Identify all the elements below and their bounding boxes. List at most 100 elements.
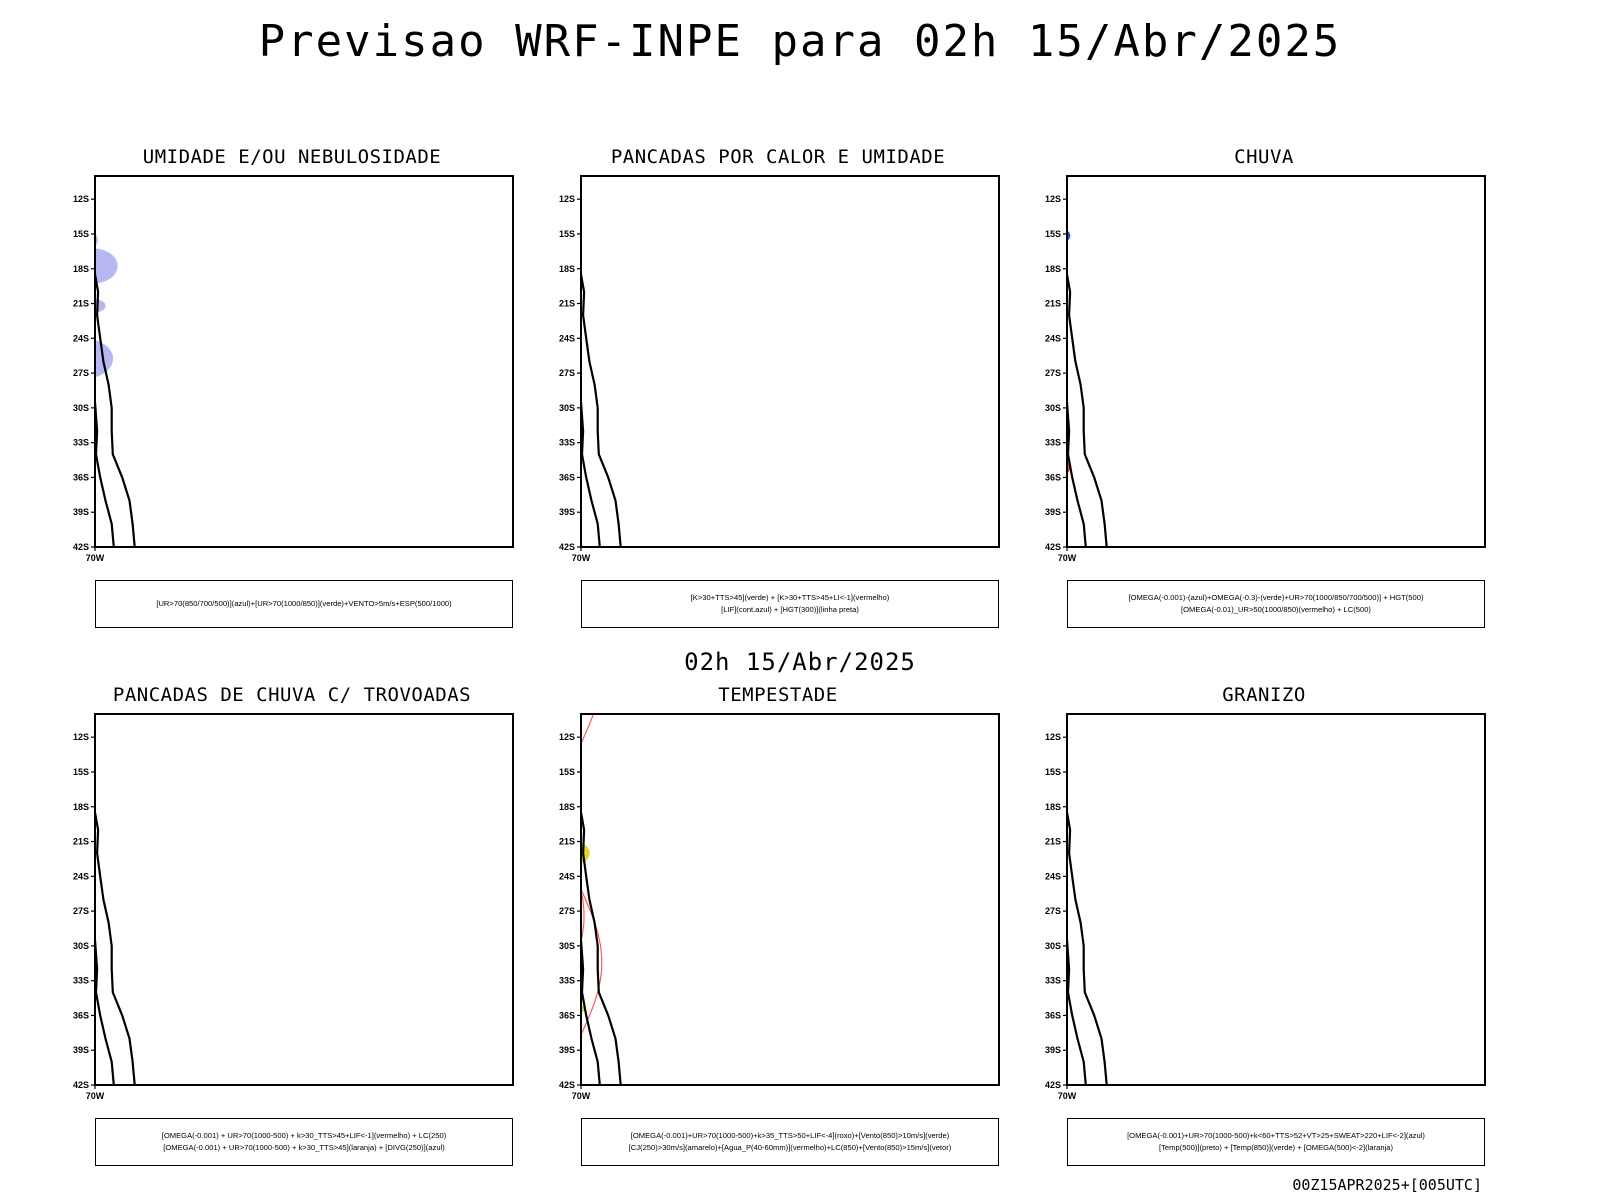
field-blob [52,745,86,759]
wind-vector [549,970,556,975]
field-blob [95,248,118,284]
country-border [1024,714,1030,728]
lat-tick-label: 21S [1045,837,1061,847]
lat-tick-label: 12S [1045,732,1061,742]
map-umidade: 1012101210161012101610161016102010125765… [52,175,514,563]
streamline [95,748,96,750]
wind-vector-head [559,1040,563,1044]
map-frame [580,713,1000,1086]
contour-label: 9360 [552,383,569,392]
legend-line-2: [LIF](cont.azul) + [HGT(300)](linha pret… [721,605,859,614]
lat-tick-label: 39S [559,507,575,517]
streamline-850 [581,888,585,944]
map-frame [580,175,1000,548]
wind-vector [538,1040,539,1047]
wind-vector-head [538,1044,539,1048]
lat-tick-label: 39S [73,507,89,517]
pressure-isobar [95,222,96,224]
wind-vector-head [538,1060,540,1064]
country-border [538,714,544,728]
field-blob [1040,484,1050,490]
field-blob [1033,245,1048,259]
field-blob [56,995,68,1003]
field-blob [538,221,547,265]
coastline-west [1067,274,1108,547]
lat-tick-label: 18S [559,802,575,812]
lon-tick-label: 70W [572,553,591,563]
field-blob [1025,467,1032,471]
lat-tick-label: 36S [73,1010,89,1020]
map-content: 585582579576573570567564561558 [1024,176,1108,547]
legend-line-1: [K>30+TTS>45](verde) + [K>30+TTS>45+LI<-… [690,593,890,602]
main-title: Previsao WRF-INPE para 02h 15/Abr/2025 [258,16,1342,67]
lon-tick-label: 70W [86,1091,105,1101]
wind-vector [545,1055,552,1061]
wind-vector-head [1047,448,1051,452]
field-blob [553,916,579,930]
field-blob [1024,272,1039,283]
lat-tick-label: 15S [1045,229,1061,239]
lat-tick-label: 30S [559,941,575,951]
country-border [52,176,58,190]
model-run-stamp: 00Z15APR2025+[005UTC] [1292,1176,1482,1194]
field-blob [58,876,66,880]
map-frame [94,713,514,1086]
lat-tick-label: 24S [559,333,575,343]
field-blob [1031,345,1053,364]
country-border [1024,176,1030,190]
panel-chuva: CHUVA 58558257957657357056756456155812S 1… [1024,146,1504,646]
hgt500-contour [1024,292,1067,327]
lat-tick-label: 42S [73,542,89,552]
field-blob [55,777,83,795]
map-content [538,714,622,1085]
lat-tick-label: 42S [559,542,575,552]
panel-title: PANCADAS POR CALOR E UMIDADE [610,146,946,168]
map-content [52,745,136,1085]
legend-pancadas-calor: [K>30+TTS>45](verde) + [K>30+TTS>45+LI<-… [581,580,999,628]
field-blob [52,259,73,278]
hgt500-contour [1067,465,1068,467]
lat-tick-label: 33S [1045,438,1061,448]
wind-vector [557,1036,562,1044]
lat-tick-label: 24S [1045,333,1061,343]
lat-tick-label: 12S [559,732,575,742]
field-blob [1038,523,1045,529]
wind-vector-head [552,971,556,975]
field-blob [52,311,68,326]
lat-tick-label: 33S [73,976,89,986]
lat-tick-label: 21S [559,837,575,847]
map-chuva: 58558257957657357056756456155812S 15S 18S 2… [1024,175,1486,563]
field-blob [1025,943,1032,949]
panel-title: CHUVA [1234,146,1294,168]
lon-tick-label: 65W [1024,553,1025,563]
field-blob [52,862,56,867]
panel-pancadas-calor: PANCADAS POR CALOR E UMIDADE 96009520944… [538,146,1018,646]
map-pancadas-calor: 9600952094409360928092009600952094409360… [538,175,1000,563]
lat-tick-label: 42S [1045,542,1061,552]
lat-tick-label: 36S [73,472,89,482]
lat-tick-label: 18S [559,264,575,274]
field-blob [554,1021,569,1036]
lat-tick-label: 21S [73,299,89,309]
legend-line-1: [UR>70(850/700/500)](azul)+[UR>70(1000/8… [156,599,452,608]
lat-tick-label: 12S [73,194,89,204]
lon-tick-label: 70W [86,553,105,563]
field-blob [1034,406,1044,412]
lat-tick-label: 33S [559,976,575,986]
map-frame [1066,713,1486,1086]
lon-tick-label: 65W [52,1091,53,1101]
lat-tick-label: 27S [73,368,89,378]
coastline-west [95,812,136,1085]
lat-tick-label: 33S [1045,976,1061,986]
lat-tick-label: 15S [73,767,89,777]
field-blob [1024,399,1034,407]
field-blob [538,1018,545,1025]
lon-tick-label: 70W [1058,553,1077,563]
wind-vector [546,992,553,998]
humidity-contour [95,254,96,255]
streamline-850 [538,714,549,1085]
legend-line-1: [OMEGA(-0.001) + UR>70(1000-500) + k>30_… [161,1131,447,1140]
lon-tick-label: 65W [538,1091,539,1101]
legend-line-1: [OMEGA(-0.001)-(azul)+OMEGA(-0.3)-(verde… [1128,593,1424,602]
streamline-850 [581,714,603,1037]
